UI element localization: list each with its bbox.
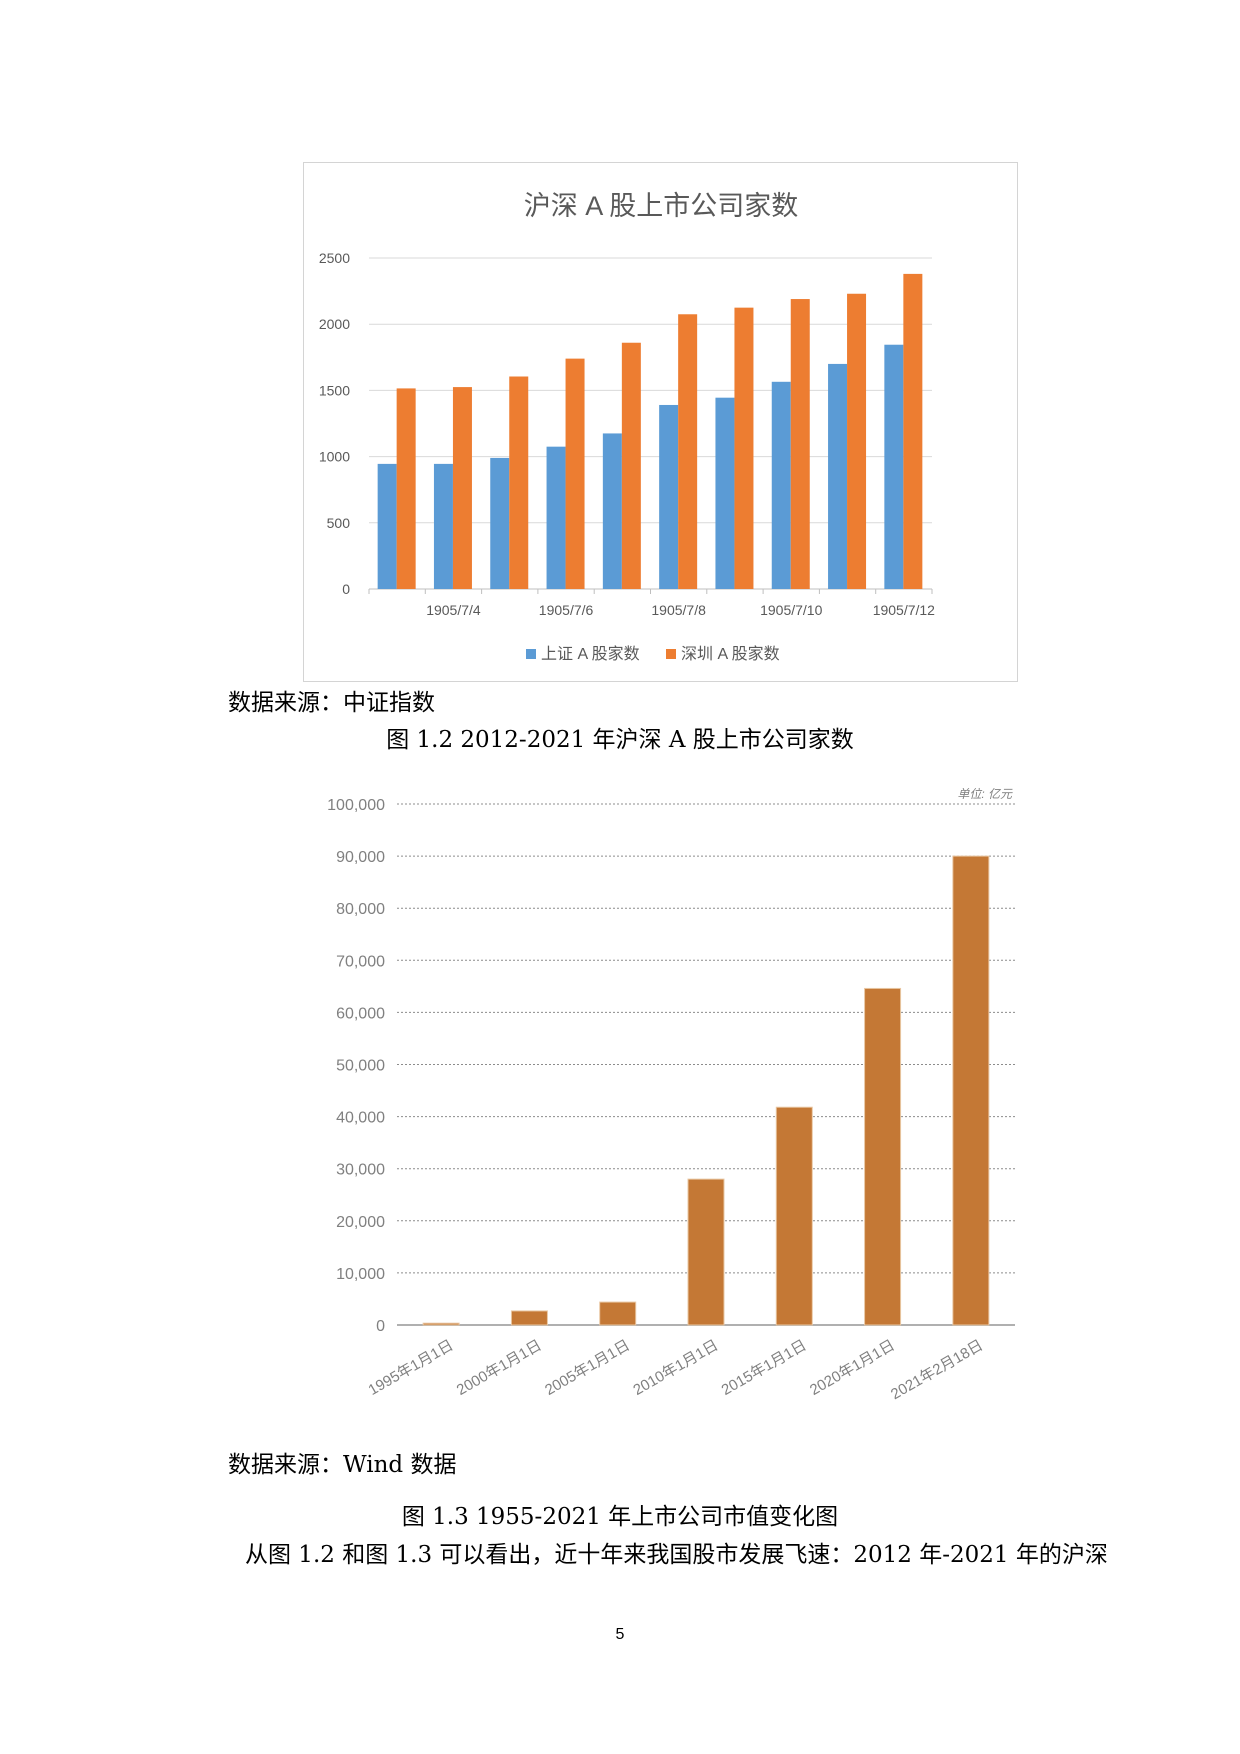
- y-tick-label: 0: [376, 1318, 385, 1335]
- source-note-1: 数据来源：中证指数: [228, 690, 435, 716]
- figure-caption-1-2: 图 1.2 2012-2021 年沪深 A 股上市公司家数: [386, 727, 854, 753]
- bar-shanghai: [602, 433, 622, 589]
- figure-caption-1-3: 图 1.3 1955-2021 年上市公司市值变化图: [401, 1504, 839, 1530]
- bar-shenzhen: [903, 273, 923, 589]
- bar-shenzhen: [678, 314, 698, 589]
- bar-shanghai: [490, 457, 510, 589]
- x-tick-label: 2015年1月1日: [719, 1337, 810, 1399]
- x-tick-label: 1905/7/12: [873, 602, 935, 618]
- y-tick-label: 100,000: [327, 797, 385, 814]
- x-tick-label: 2000年1月1日: [454, 1337, 545, 1399]
- y-tick-label: 50,000: [336, 1058, 385, 1075]
- bar-shanghai: [828, 363, 848, 589]
- bar-shanghai: [377, 463, 397, 589]
- market-value-chart-svg: 单位: 亿元 0 10,000 20,000 30,000 40,000 50,000 60,…: [327, 787, 1015, 1403]
- x-tick-label: 2005年1月1日: [542, 1337, 633, 1399]
- y-tick-label: 80,000: [336, 901, 385, 918]
- y-tick-label: 500: [327, 515, 351, 531]
- legend-label: 深圳 A 股家数: [681, 645, 780, 663]
- bar-shenzhen: [621, 342, 641, 589]
- y-tick-label: 10,000: [336, 1266, 385, 1283]
- y-tick-label: 2000: [319, 316, 350, 332]
- bar-market-value: [775, 1106, 813, 1326]
- bar-market-value: [687, 1178, 725, 1326]
- source-note-2: 数据来源：Wind 数据: [228, 1452, 457, 1478]
- x-tick-label: 1905/7/4: [426, 602, 481, 618]
- bar-shanghai: [884, 344, 904, 589]
- bar-shanghai: [659, 404, 679, 589]
- bar-shanghai: [771, 381, 791, 589]
- y-tick-label: 20,000: [336, 1214, 385, 1231]
- x-tick-label: 2020年1月1日: [807, 1337, 898, 1399]
- bar-shanghai: [433, 463, 453, 589]
- bar-market-value: [422, 1322, 460, 1326]
- legend-swatch: [526, 649, 536, 659]
- bar-shenzhen: [452, 387, 472, 589]
- legend-label: 上证 A 股家数: [541, 645, 640, 663]
- page-number: 5: [615, 1626, 625, 1643]
- bar-shenzhen: [847, 293, 867, 589]
- bar-market-value: [864, 987, 902, 1326]
- y-tick-label: 2500: [319, 250, 350, 266]
- x-tick-label: 1995年1月1日: [366, 1337, 457, 1399]
- market-value-chart: 单位: 亿元 0 10,000 20,000 30,000 40,000 50,000 60,…: [300, 780, 1040, 1440]
- bar-shenzhen: [565, 358, 585, 589]
- bar-shenzhen: [396, 388, 416, 589]
- y-tick-label: 60,000: [336, 1005, 385, 1022]
- y-tick-label: 0: [342, 581, 350, 597]
- bar-shenzhen: [790, 299, 810, 589]
- x-tick-label: 1905/7/6: [539, 602, 594, 618]
- x-tick-label: 2010年1月1日: [630, 1337, 721, 1399]
- legend-swatch: [666, 649, 676, 659]
- listed-companies-chart-svg: 沪深 A 股上市公司家数 0 500 1000 1500 2000 2500 1905/7/4…: [319, 191, 935, 663]
- body-paragraph: 从图 1.2 和图 1.3 可以看出，近十年来我国股市发展飞速：2012 年-2…: [245, 1542, 1108, 1568]
- chart-title: 沪深 A 股上市公司家数: [524, 191, 799, 221]
- y-tick-label: 30,000: [336, 1162, 385, 1179]
- bar-market-value: [952, 855, 990, 1326]
- bar-market-value: [599, 1301, 637, 1326]
- bar-shanghai: [715, 397, 735, 589]
- y-tick-label: 1500: [319, 382, 350, 398]
- bar-shenzhen: [509, 376, 529, 589]
- unit-label: 单位: 亿元: [957, 787, 1013, 801]
- x-tick-label: 2021年2月18日: [888, 1337, 986, 1403]
- x-tick-label: 1905/7/8: [651, 602, 706, 618]
- bar-shenzhen: [734, 307, 754, 589]
- y-tick-label: 90,000: [336, 849, 385, 866]
- y-tick-label: 70,000: [336, 953, 385, 970]
- bar-market-value: [510, 1310, 548, 1326]
- y-tick-label: 1000: [319, 449, 350, 465]
- y-tick-label: 40,000: [336, 1110, 385, 1127]
- listed-companies-chart: 沪深 A 股上市公司家数 0 500 1000 1500 2000 2500 1905/7/4…: [303, 162, 1018, 682]
- x-tick-label: 1905/7/10: [760, 602, 822, 618]
- bar-shanghai: [546, 446, 566, 589]
